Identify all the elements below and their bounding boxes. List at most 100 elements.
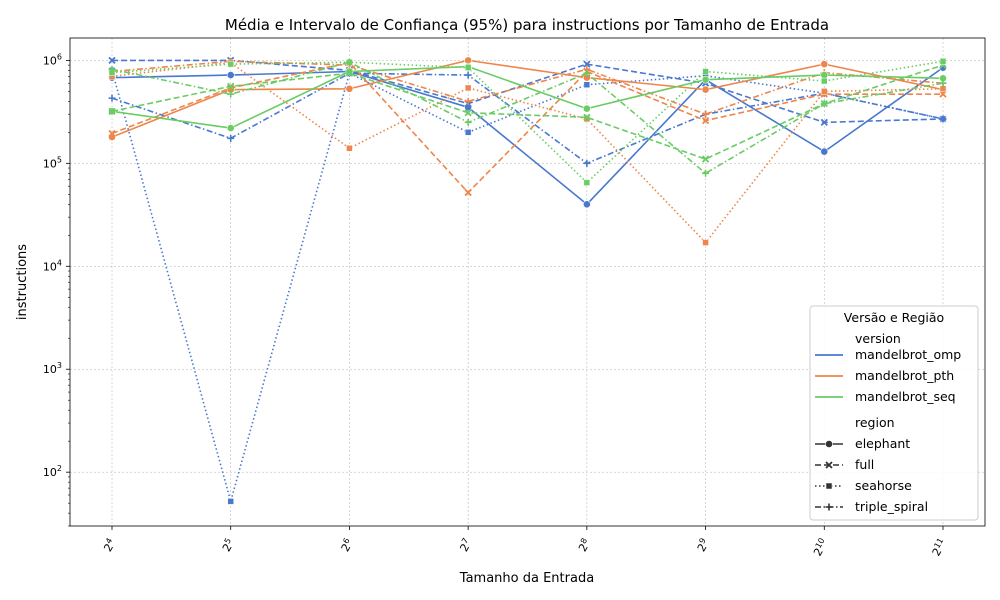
series-line (111, 64, 944, 160)
legend-label: full (855, 457, 874, 472)
data-point (701, 85, 710, 94)
legend-label: mandelbrot_omp (855, 347, 961, 362)
series-line (111, 72, 944, 165)
x-tick-label: 24 (100, 537, 118, 554)
data-point (226, 124, 235, 132)
data-point (464, 64, 472, 71)
legend-label: seahorse (855, 478, 912, 493)
data-point (464, 188, 472, 197)
data-point (582, 200, 591, 209)
data-point (108, 107, 116, 115)
data-point (820, 71, 829, 79)
legend-version-header: version (855, 331, 901, 346)
y-tick-label: 105 (43, 155, 62, 170)
data-point (939, 90, 947, 98)
data-point (583, 60, 591, 68)
x-axis: 24 25 26 27 28 29 210 211 (100, 526, 945, 559)
data-point (108, 94, 116, 102)
data-point (226, 71, 235, 79)
data-point (464, 109, 472, 117)
data-point (702, 68, 709, 75)
data-point (583, 179, 591, 186)
y-tick-label: 103 (43, 361, 62, 376)
data-point (820, 147, 829, 156)
series-layer (108, 56, 947, 505)
legend-entries: mandelbrot_omp mandelbrot_pth mandelbrot_s… (815, 347, 961, 514)
data-point (227, 498, 234, 505)
x-tick-label: 25 (219, 537, 237, 554)
data-point (108, 56, 116, 65)
legend-entry-version: mandelbrot_pth (815, 368, 954, 383)
data-point (821, 88, 828, 95)
legend: Versão e Região version region mandelbro… (809, 305, 979, 521)
data-point (345, 84, 354, 93)
data-point (464, 84, 472, 92)
data-point (345, 69, 354, 77)
series-line (111, 70, 944, 503)
data-point (583, 159, 591, 167)
data-point (108, 129, 116, 138)
data-point (820, 100, 828, 108)
x-tick-label: 210 (810, 537, 831, 559)
x-tick-label: 29 (694, 537, 712, 554)
legend-marker (825, 461, 833, 469)
data-point (701, 155, 710, 163)
series-line (111, 60, 944, 116)
legend-entry-region: seahorse (815, 478, 912, 493)
y-tick-label: 104 (43, 258, 62, 273)
legend-title: Versão e Região (844, 310, 944, 325)
data-point (821, 77, 828, 85)
series-mandelbrot_seq-full (108, 61, 947, 163)
data-point (939, 79, 947, 87)
series-line (111, 61, 944, 244)
legend-marker (825, 482, 833, 490)
legend-label: elephant (855, 436, 910, 451)
series-line (111, 67, 944, 206)
data-point (701, 116, 710, 125)
legend-entry-region: full (815, 457, 874, 472)
series-line (111, 61, 944, 175)
x-tick-label: 28 (575, 537, 593, 554)
series-line (111, 65, 944, 129)
data-point (939, 58, 947, 65)
legend-marker (825, 440, 833, 448)
data-point (702, 110, 710, 118)
x-tick-label: 26 (338, 537, 356, 554)
data-point (464, 97, 472, 105)
series-line (111, 61, 943, 194)
x-axis-title: Tamanho da Entrada (459, 571, 594, 586)
series-mandelbrot_seq-triple_spiral (108, 58, 947, 177)
legend-label: mandelbrot_seq (855, 389, 956, 404)
legend-label: mandelbrot_pth (855, 368, 954, 383)
y-tick-label: 102 (43, 464, 62, 479)
data-point (702, 239, 709, 246)
data-point (702, 169, 710, 177)
data-point (346, 145, 353, 152)
series-line (111, 60, 944, 184)
data-point (227, 134, 235, 142)
data-point (939, 115, 947, 123)
data-point (464, 129, 472, 136)
data-point (583, 69, 591, 77)
series-mandelbrot_pth-seahorse (108, 59, 947, 246)
data-point (583, 81, 591, 88)
chart-title: Média e Intervalo de Confiança (95%) par… (225, 16, 829, 34)
data-point (227, 90, 235, 98)
legend-entry-version: mandelbrot_omp (815, 347, 961, 362)
legend-label: triple_spiral (855, 499, 928, 514)
data-point (108, 65, 116, 73)
data-point (701, 75, 710, 84)
legend-box (809, 305, 979, 521)
data-point (820, 60, 829, 69)
data-point (582, 104, 591, 113)
data-point (227, 82, 235, 90)
legend-entry-region: elephant (815, 436, 910, 451)
data-point (345, 58, 353, 66)
data-point (464, 71, 472, 79)
y-axis-title: instructions (15, 244, 30, 320)
data-point (464, 118, 472, 126)
x-tick-label: 27 (457, 537, 475, 554)
series-mandelbrot_seq-seahorse (108, 58, 947, 186)
data-point (820, 118, 828, 127)
